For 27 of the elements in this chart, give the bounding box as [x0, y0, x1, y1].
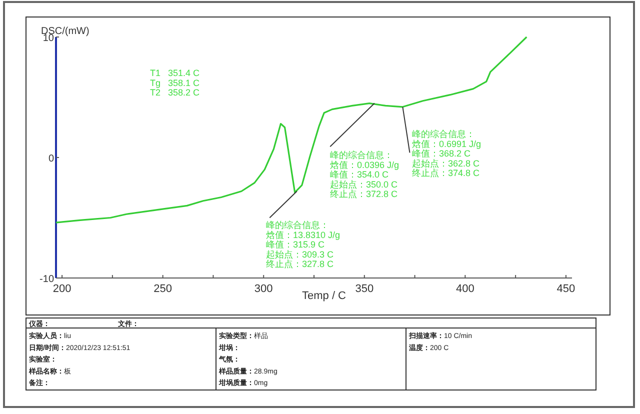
annotation: 峰的综合信息：	[412, 129, 475, 139]
annotation: 终止点：327.8 C	[266, 259, 334, 270]
annotation: 起始点：362.8 C	[412, 158, 480, 168]
annotation: 峰的综合信息：	[330, 150, 393, 160]
x-axis-title: Temp / C	[302, 290, 346, 302]
annotation: 焓值：0.0396 J/g	[330, 160, 400, 170]
x-tick-label: 300	[254, 283, 273, 295]
annotation: 峰值：315.9 C	[266, 240, 326, 250]
annotation: 峰值：354.0 C	[330, 170, 390, 180]
annotation: 终止点：374.8 C	[412, 168, 480, 178]
x-tick-label: 400	[456, 283, 474, 295]
annotation: Tg 358.1 C	[150, 78, 200, 88]
annotation: T2 358.2 C	[150, 88, 200, 98]
annotation: T1 351.4 C	[150, 68, 200, 78]
annotation: 起始点：350.0 C	[330, 179, 398, 190]
y-tick-label: -10	[40, 274, 54, 285]
x-tick-label: 200	[52, 283, 72, 295]
y-tick-label: 0	[48, 154, 54, 164]
annotation: 起始点：309.3 C	[266, 249, 334, 260]
annotation: 焓值：0.6991 J/g	[412, 138, 482, 149]
x-tick-label: 250	[154, 283, 172, 295]
x-tick-label: 350	[355, 283, 374, 295]
annotation: 峰值：368.2 C	[412, 148, 472, 159]
x-tick-label: 450	[556, 283, 576, 295]
annotation: 峰的综合信息：	[266, 220, 329, 230]
annotation: 焓值：13.8310 J/g	[266, 230, 340, 240]
annotation: 终止点：372.8 C	[330, 189, 398, 200]
